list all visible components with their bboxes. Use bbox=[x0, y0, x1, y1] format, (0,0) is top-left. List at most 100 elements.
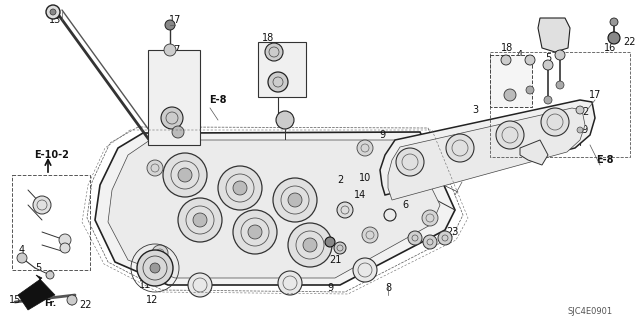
Circle shape bbox=[33, 196, 51, 214]
Circle shape bbox=[59, 234, 71, 246]
Polygon shape bbox=[380, 100, 595, 195]
Text: 7: 7 bbox=[487, 147, 493, 157]
Circle shape bbox=[544, 96, 552, 104]
Text: 1: 1 bbox=[457, 170, 463, 180]
Circle shape bbox=[608, 32, 620, 44]
Polygon shape bbox=[520, 140, 548, 165]
Circle shape bbox=[396, 148, 424, 176]
Circle shape bbox=[288, 193, 302, 207]
Circle shape bbox=[60, 243, 70, 253]
Text: 3: 3 bbox=[472, 105, 478, 115]
Bar bbox=[12, 175, 90, 270]
Circle shape bbox=[353, 258, 377, 282]
Text: Fr.: Fr. bbox=[44, 299, 56, 308]
Text: E-8: E-8 bbox=[209, 95, 227, 105]
Circle shape bbox=[408, 231, 422, 245]
Text: 4: 4 bbox=[19, 245, 25, 255]
Text: 6: 6 bbox=[402, 200, 408, 210]
Polygon shape bbox=[538, 18, 570, 52]
Polygon shape bbox=[95, 132, 455, 285]
Circle shape bbox=[525, 55, 535, 65]
Text: SJC4E0901: SJC4E0901 bbox=[568, 308, 612, 316]
Circle shape bbox=[422, 210, 438, 226]
Text: 17: 17 bbox=[169, 45, 181, 55]
Text: 10: 10 bbox=[359, 173, 371, 183]
Text: 2: 2 bbox=[582, 107, 588, 117]
Circle shape bbox=[172, 126, 184, 138]
Circle shape bbox=[576, 106, 584, 114]
Circle shape bbox=[178, 168, 192, 182]
Text: 19: 19 bbox=[174, 135, 186, 145]
Text: E-8: E-8 bbox=[596, 155, 614, 165]
Bar bbox=[258, 42, 306, 97]
Text: 17: 17 bbox=[589, 90, 601, 100]
Circle shape bbox=[233, 181, 247, 195]
Text: 16: 16 bbox=[604, 43, 616, 53]
Text: 17: 17 bbox=[169, 15, 181, 25]
Circle shape bbox=[152, 245, 168, 261]
Circle shape bbox=[610, 18, 618, 26]
Circle shape bbox=[67, 295, 77, 305]
Bar bbox=[148, 50, 200, 145]
Polygon shape bbox=[388, 108, 585, 200]
Bar bbox=[490, 52, 630, 157]
Circle shape bbox=[276, 111, 294, 129]
Circle shape bbox=[233, 210, 277, 254]
Circle shape bbox=[526, 86, 534, 94]
Circle shape bbox=[325, 237, 335, 247]
Text: 11: 11 bbox=[139, 280, 151, 290]
Text: 21: 21 bbox=[329, 255, 341, 265]
Circle shape bbox=[218, 166, 262, 210]
Circle shape bbox=[278, 271, 302, 295]
Circle shape bbox=[288, 223, 332, 267]
Circle shape bbox=[438, 231, 452, 245]
Circle shape bbox=[496, 121, 524, 149]
Text: 12: 12 bbox=[146, 295, 158, 305]
Text: 9: 9 bbox=[327, 283, 333, 293]
Circle shape bbox=[337, 202, 353, 218]
Circle shape bbox=[423, 235, 437, 249]
Circle shape bbox=[188, 273, 212, 297]
Text: 19: 19 bbox=[510, 95, 522, 105]
Text: 5: 5 bbox=[35, 263, 41, 273]
Circle shape bbox=[265, 43, 283, 61]
Circle shape bbox=[193, 213, 207, 227]
Circle shape bbox=[273, 178, 317, 222]
Text: 4: 4 bbox=[517, 50, 523, 60]
Circle shape bbox=[357, 140, 373, 156]
Text: 14: 14 bbox=[354, 190, 366, 200]
Text: 18: 18 bbox=[262, 33, 274, 43]
Circle shape bbox=[46, 5, 60, 19]
Circle shape bbox=[504, 89, 516, 101]
Circle shape bbox=[362, 227, 378, 243]
Circle shape bbox=[164, 44, 176, 56]
Circle shape bbox=[147, 160, 163, 176]
Text: 22: 22 bbox=[79, 300, 92, 310]
Text: E-10-2: E-10-2 bbox=[35, 150, 69, 160]
Circle shape bbox=[137, 250, 173, 286]
Text: 8: 8 bbox=[385, 283, 391, 293]
Circle shape bbox=[577, 127, 583, 133]
Text: 20: 20 bbox=[314, 247, 326, 257]
Circle shape bbox=[501, 55, 511, 65]
Circle shape bbox=[268, 72, 288, 92]
Circle shape bbox=[407, 157, 423, 173]
Circle shape bbox=[248, 225, 262, 239]
Text: 15: 15 bbox=[9, 295, 21, 305]
Polygon shape bbox=[108, 140, 440, 278]
Circle shape bbox=[165, 20, 175, 30]
Circle shape bbox=[541, 108, 569, 136]
Circle shape bbox=[163, 153, 207, 197]
Circle shape bbox=[543, 60, 553, 70]
Circle shape bbox=[46, 271, 54, 279]
Circle shape bbox=[303, 238, 317, 252]
Text: 5: 5 bbox=[545, 53, 551, 63]
Text: 19: 19 bbox=[577, 125, 589, 135]
Text: 23: 23 bbox=[446, 227, 458, 237]
Circle shape bbox=[178, 198, 222, 242]
Text: 1: 1 bbox=[157, 90, 163, 100]
Circle shape bbox=[161, 107, 183, 129]
Bar bbox=[490, 55, 532, 107]
Text: 13: 13 bbox=[49, 15, 61, 25]
Circle shape bbox=[555, 50, 565, 60]
